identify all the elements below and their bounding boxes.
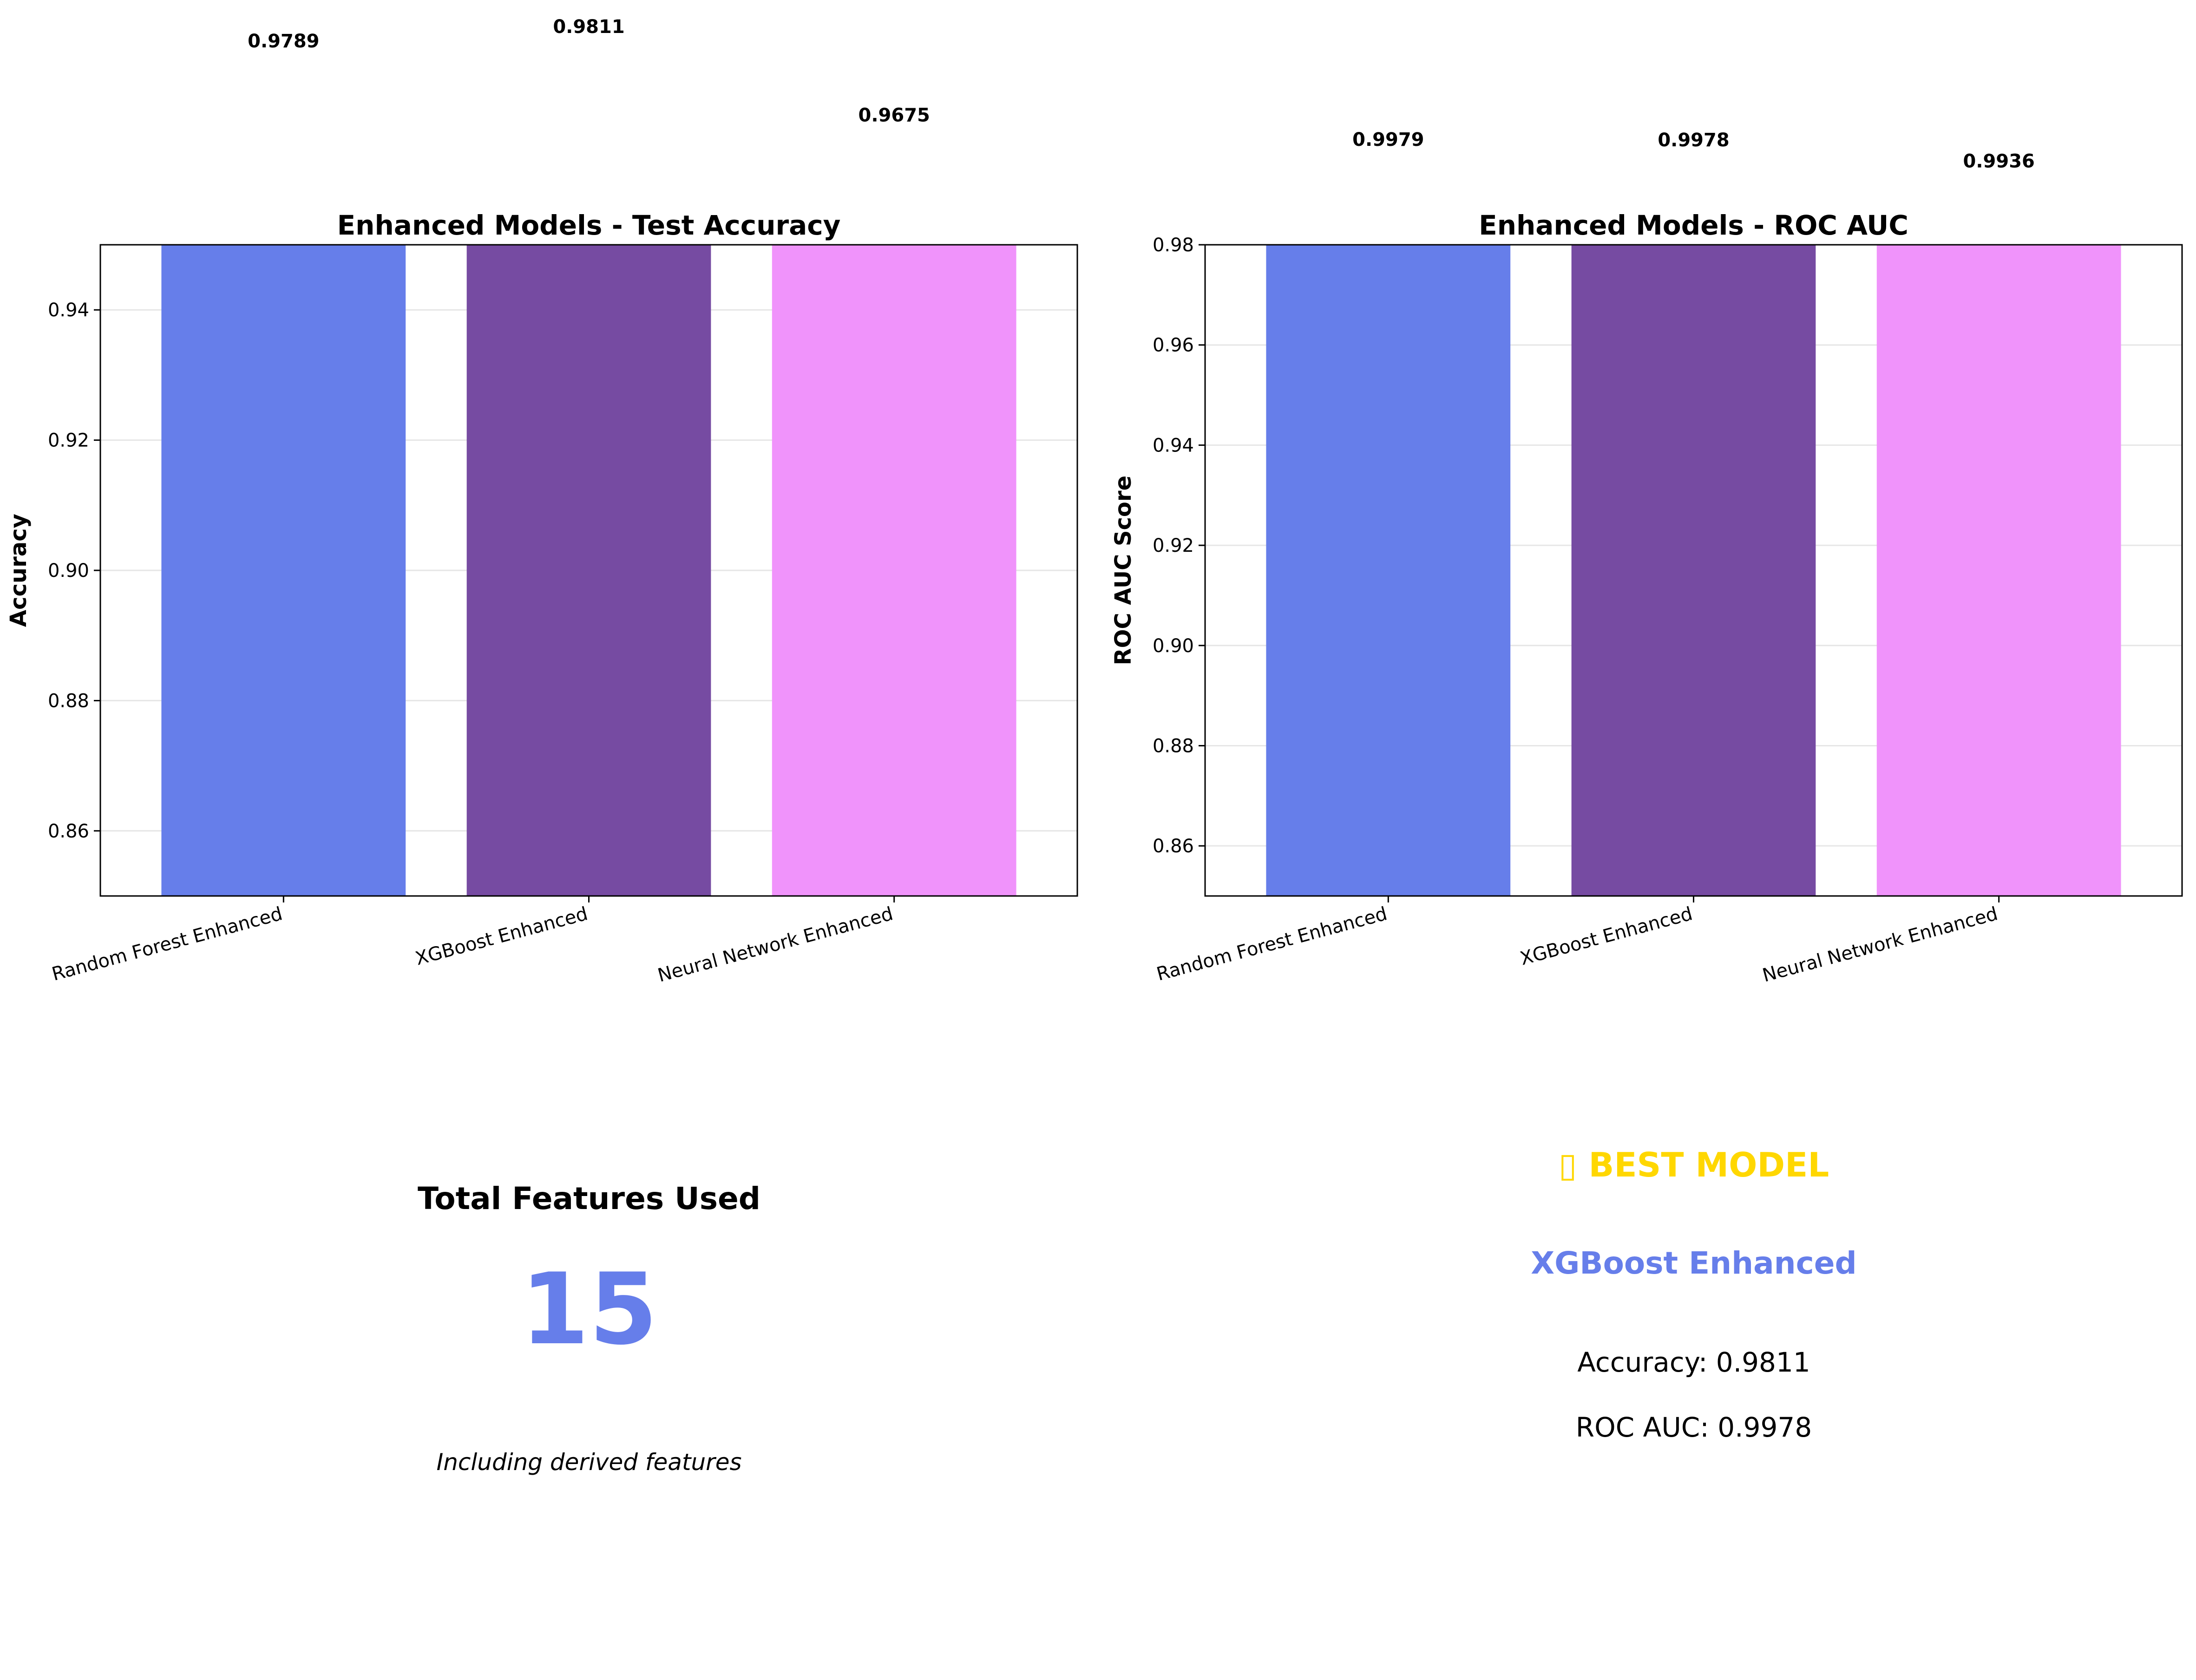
accuracy-x-tick-label: XGBoost Enhanced — [413, 903, 590, 969]
accuracy-bars — [161, 245, 1016, 896]
roc-auc-x-tick-label: Random Forest Enhanced — [1154, 903, 1390, 985]
accuracy-chart-title: Enhanced Models - Test Accuracy — [337, 209, 841, 241]
best-model-name: XGBoost Enhanced — [1531, 1245, 1857, 1281]
roc-auc-y-tick-label: 0.92 — [1153, 535, 1194, 556]
roc-auc-chart: 0.86 0.88 0.90 0.92 0.94 0.96 0.98 Random Fore… — [1110, 129, 2183, 987]
best-model-accuracy: Accuracy: 0.9811 — [1577, 1347, 1810, 1378]
best-model-roc-auc: ROC AUC: 0.9978 — [1576, 1412, 1812, 1443]
accuracy-y-tick-label: 0.92 — [48, 430, 89, 451]
accuracy-value-label: 0.9789 — [248, 31, 319, 52]
roc-auc-value-label: 0.9978 — [1658, 130, 1729, 151]
accuracy-chart: 0.86 0.88 0.90 0.92 0.94 Random Forest Enhan… — [6, 16, 1078, 987]
accuracy-y-ticks: 0.86 0.88 0.90 0.92 0.94 — [48, 300, 100, 842]
roc-auc-x-tick-label: XGBoost Enhanced — [1518, 903, 1695, 969]
accuracy-y-tick-label: 0.90 — [48, 560, 89, 582]
accuracy-y-tick-label: 0.86 — [48, 821, 89, 842]
accuracy-bar — [466, 245, 711, 896]
best-model-panel: ▯ BEST MODEL XGBoost Enhanced Accuracy: … — [1531, 1145, 1857, 1443]
accuracy-bar — [161, 245, 406, 896]
roc-auc-y-tick-label: 0.90 — [1153, 635, 1194, 657]
accuracy-y-tick-label: 0.88 — [48, 690, 89, 712]
roc-auc-chart-title: Enhanced Models - ROC AUC — [1479, 209, 1908, 241]
accuracy-x-tick-label: Random Forest Enhanced — [50, 903, 285, 985]
roc-auc-bar — [1571, 245, 1816, 896]
roc-auc-y-ticks: 0.86 0.88 0.90 0.92 0.94 0.96 0.98 — [1153, 235, 1205, 857]
accuracy-y-tick-label: 0.94 — [48, 300, 89, 321]
roc-auc-bar — [1266, 245, 1511, 896]
accuracy-bar — [772, 245, 1016, 896]
roc-auc-value-labels: 0.9979 0.9978 0.9936 — [1352, 129, 2035, 172]
accuracy-y-axis-label: Accuracy — [6, 514, 32, 627]
accuracy-x-ticks: Random Forest Enhanced XGBoost Enhanced Ne… — [50, 896, 895, 987]
feature-count: 15 — [520, 1252, 657, 1366]
features-note: Including derived features — [436, 1449, 741, 1476]
accuracy-value-labels: 0.9789 0.9811 0.9675 — [248, 16, 930, 126]
roc-auc-y-axis-label: ROC AUC Score — [1110, 476, 1136, 666]
accuracy-value-label: 0.9675 — [859, 105, 930, 126]
roc-auc-y-tick-label: 0.94 — [1153, 435, 1194, 456]
roc-auc-bar — [1876, 245, 2121, 896]
best-model-title: ▯ BEST MODEL — [1559, 1145, 1829, 1184]
roc-auc-value-label: 0.9936 — [1963, 150, 2035, 172]
roc-auc-y-tick-label: 0.98 — [1153, 235, 1194, 256]
features-title: Total Features Used — [418, 1181, 760, 1216]
roc-auc-value-label: 0.9979 — [1352, 129, 1424, 150]
roc-auc-y-tick-label: 0.86 — [1153, 836, 1194, 857]
roc-auc-y-tick-label: 0.96 — [1153, 335, 1194, 356]
features-panel: Total Features Used 15 Including derived… — [418, 1181, 760, 1476]
roc-auc-x-ticks: Random Forest Enhanced XGBoost Enhanced Ne… — [1154, 896, 2000, 987]
roc-auc-y-tick-label: 0.88 — [1153, 735, 1194, 757]
accuracy-x-tick-label: Neural Network Enhanced — [656, 903, 895, 987]
roc-auc-x-tick-label: Neural Network Enhanced — [1760, 903, 2000, 987]
roc-auc-bars — [1266, 245, 2121, 896]
accuracy-value-label: 0.9811 — [553, 16, 624, 38]
